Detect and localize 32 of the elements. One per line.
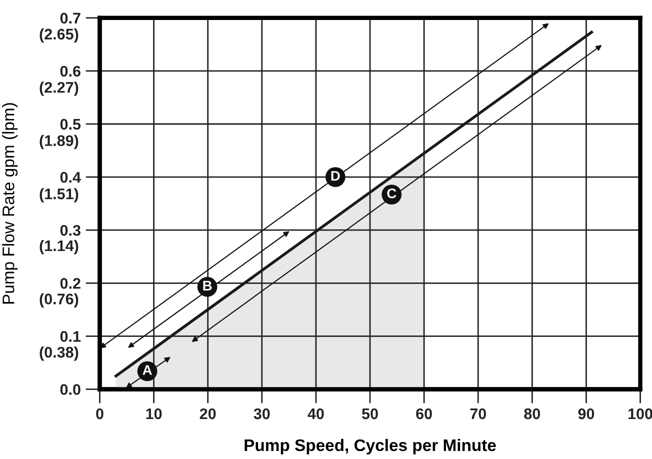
x-tick-label: 20	[200, 408, 216, 420]
y2-tick-label: (1.51)	[40, 188, 78, 202]
y2-tick-label: (1.89)	[40, 134, 78, 150]
x-tick-label: 50	[362, 408, 378, 420]
x-tick-label: 60	[416, 408, 432, 420]
annotation: A	[142, 365, 152, 375]
annotation: B	[203, 280, 212, 290]
x-tick-label: 80	[524, 408, 540, 420]
y2-tick-label: (2.65)	[40, 28, 78, 43]
y2-tick-label: (0.38)	[40, 346, 78, 361]
y-tick-label: 0.5	[60, 118, 81, 130]
x-tick-label: 70	[470, 408, 486, 420]
y2-tick-label: (0.76)	[40, 293, 78, 308]
y2-tick-label: (1.14)	[40, 240, 78, 254]
y2-tick-label: (2.27)	[40, 82, 78, 96]
x-tick-label: 90	[578, 408, 594, 420]
x-tick-label: 40	[308, 408, 324, 420]
x-tick-label: 0	[96, 408, 104, 420]
y-tick-label: 0.7	[60, 12, 80, 24]
y-tick-label: 0.3	[60, 224, 80, 236]
annotation: C	[387, 188, 396, 198]
annotation: D	[331, 171, 340, 181]
x-axis-title: Pump Speed, Cycles per Minute	[244, 438, 496, 454]
y-tick-label: 0.4	[60, 172, 81, 183]
y-tick-label: 0.1	[60, 331, 81, 342]
y-tick-label: 0.0	[60, 384, 80, 395]
y-tick-label: 0.6	[60, 66, 80, 77]
x-tick-label: 10	[146, 408, 162, 420]
y2-axis-title: Pump Flow Rate gpm (lpm)	[2, 103, 18, 304]
x-tick-label: 30	[254, 408, 270, 420]
x-tick-label: 100	[628, 408, 652, 420]
y-tick-label: 0.2	[60, 278, 80, 289]
